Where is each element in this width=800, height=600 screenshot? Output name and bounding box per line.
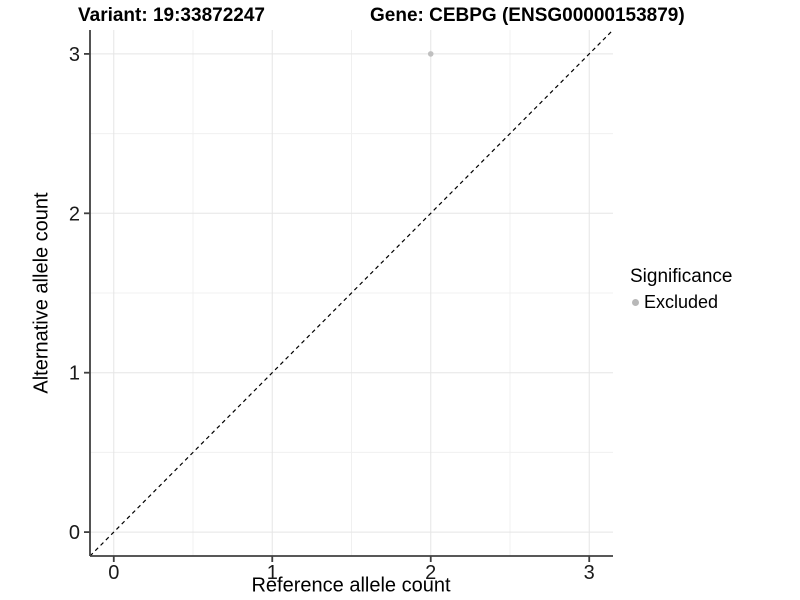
legend: Significance Excluded [630, 266, 732, 313]
variant-title: Variant: 19:33872247 [78, 5, 265, 26]
excluded-point-swatch-icon [632, 299, 639, 306]
legend-title: Significance [630, 266, 733, 287]
y-tick-label: 0 [69, 522, 80, 544]
identity-dashed-line [89, 29, 614, 557]
data-point [427, 51, 434, 57]
gene-title: Gene: CEBPG (ENSG00000153879) [370, 5, 685, 26]
x-tick-label: 0 [108, 562, 119, 584]
x-tick-label: 2 [425, 562, 436, 584]
x-tick-label: 1 [267, 562, 278, 584]
x-tick-label: 3 [584, 562, 595, 584]
y-tick-label: 1 [69, 363, 80, 385]
x-axis-title: Reference allele count [251, 574, 451, 597]
y-tick-label: 2 [69, 203, 80, 225]
y-axis-title: Alternative allele count [30, 192, 53, 394]
legend-item-label: Excluded [644, 292, 719, 312]
y-tick-label: 3 [69, 44, 80, 66]
legend-item-excluded: Excluded [630, 292, 732, 313]
